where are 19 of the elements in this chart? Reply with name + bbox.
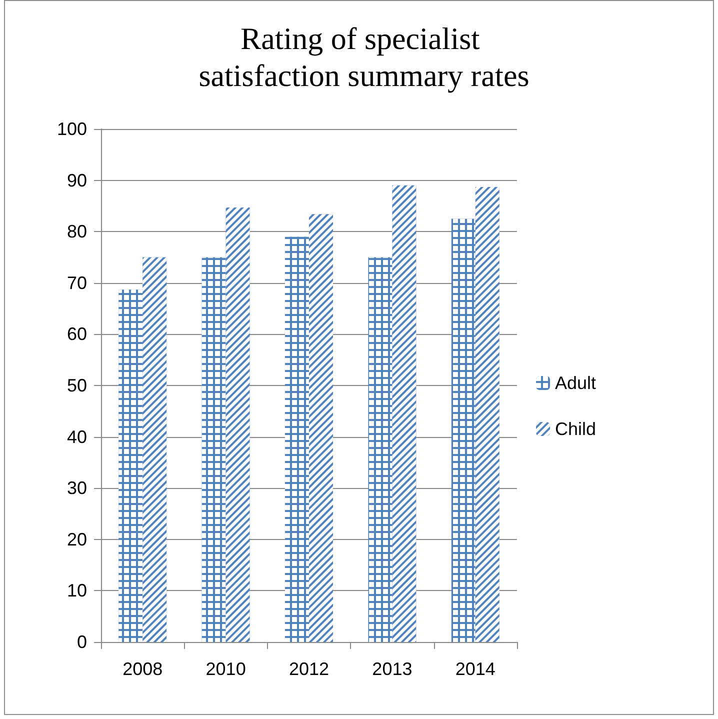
y-tick-label: 20 (66, 529, 87, 550)
y-tick-label: 0 (76, 632, 87, 652)
x-tick-label: 2013 (372, 659, 412, 679)
y-tick-label: 30 (66, 478, 87, 498)
y-tick-label: 90 (66, 170, 87, 190)
y-tick-label: 40 (66, 426, 87, 447)
y-tick-label: 50 (66, 376, 87, 396)
chart-title: Rating of specialist satisfaction summary rates (198, 21, 530, 93)
x-tick-label: 2012 (288, 659, 330, 679)
y-tick-label: 80 (66, 222, 87, 242)
y-tick-label: 60 (66, 324, 87, 344)
legend-label: Adult (555, 373, 596, 393)
y-tick-label: 10 (66, 580, 87, 601)
y-tick-label: 70 (66, 272, 87, 293)
x-tick-label: 2010 (206, 659, 246, 679)
y-tick-label: 100 (56, 119, 87, 139)
x-tick-label: 2008 (122, 659, 163, 679)
legend-label: Child (555, 419, 596, 439)
x-tick-label: 2014 (455, 659, 496, 679)
